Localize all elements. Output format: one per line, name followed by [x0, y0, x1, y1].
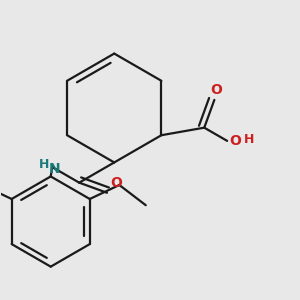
Text: H: H [39, 158, 49, 171]
Text: O: O [110, 176, 122, 190]
Text: O: O [210, 83, 222, 98]
Text: N: N [49, 162, 61, 176]
Text: H: H [244, 133, 255, 146]
Text: O: O [229, 134, 241, 148]
